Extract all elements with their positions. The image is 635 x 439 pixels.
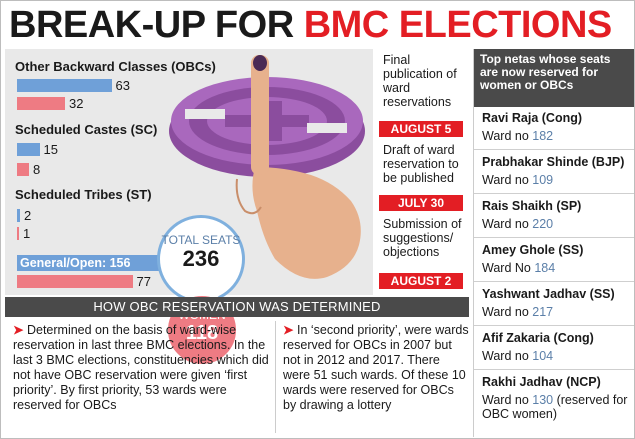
chart-panel: Other Backward Classes (OBCs) 63 32 Sche…: [5, 49, 373, 367]
value-sc-women: 8: [33, 162, 41, 177]
ward-prefix-1: Ward no: [482, 129, 533, 143]
value-sc-seats: 15: [43, 142, 58, 157]
value-obc-women: 32: [69, 96, 84, 111]
arrow-icon: ➤: [13, 323, 24, 337]
top-netas-panel: Top netas whose seats are now reserved f…: [473, 49, 634, 437]
neta-name-3: Rais Shaikh (SP): [482, 199, 582, 213]
total-seats-value: 236: [182, 246, 220, 271]
bar-obc-seats: [17, 79, 112, 92]
value-general-women: 77: [136, 274, 151, 289]
ward-number-1: 182: [532, 129, 554, 143]
neta-item-3: Rais Shaikh (SP) Ward no 220: [474, 199, 634, 231]
ward-number-5: 217: [532, 305, 554, 319]
arrow-icon: ➤: [283, 323, 294, 337]
timeline-text-3: Submission of suggestions/ objections: [383, 217, 462, 259]
neta-name-7: Rakhi Jadhav (NCP): [482, 375, 601, 389]
ward-number-3: 220: [532, 217, 554, 231]
neta-item-2: Prabhakar Shinde (BJP) Ward no 109: [474, 155, 634, 187]
timeline-date-1: AUGUST 5: [379, 121, 463, 137]
total-seats-label: TOTAL SEATS: [161, 233, 241, 247]
timeline-date-2: JULY 30: [379, 195, 463, 211]
neta-item-6: Afif Zakaria (Cong) Ward no 104: [474, 331, 634, 363]
neta-name-1: Ravi Raja (Cong): [482, 111, 583, 125]
ward-number-4: 184: [534, 261, 556, 275]
bar-st-women: [17, 227, 19, 240]
index-finger: [251, 55, 269, 175]
neta-name-2: Prabhakar Shinde (BJP): [482, 155, 625, 169]
neta-name-4: Amey Ghole (SS): [482, 243, 584, 257]
ink-mark: [253, 55, 267, 71]
neta-separator: [474, 237, 634, 238]
ward-prefix-2: Ward no: [482, 173, 533, 187]
neta-item-1: Ravi Raja (Cong) Ward no 182: [474, 111, 634, 143]
cat-label-st: Scheduled Tribes (ST): [15, 187, 152, 202]
neta-ward-3: Ward no 220: [474, 217, 634, 231]
neta-separator: [474, 369, 634, 370]
neta-separator: [474, 325, 634, 326]
neta-item-5: Yashwant Jadhav (SS) Ward no 217: [474, 287, 634, 319]
title-part-1: BREAK-UP FOR: [9, 4, 304, 46]
neta-name-5: Yashwant Jadhav (SS): [482, 287, 615, 301]
hand-illustration: [235, 55, 361, 279]
bar-st-seats: [17, 209, 20, 222]
timeline-text-2: Draft of ward reservation to be publishe…: [383, 143, 459, 185]
value-obc-seats: 63: [115, 78, 130, 93]
neta-ward-5: Ward no 217: [474, 305, 634, 319]
bar-sc-women: [17, 163, 29, 176]
cat-label-sc: Scheduled Castes (SC): [15, 122, 158, 137]
ward-prefix-5: Ward no: [482, 305, 533, 319]
ward-note-7: (reserved for OBC women): [482, 393, 628, 421]
ward-prefix-4: Ward No: [482, 261, 535, 275]
value-st-women: 1: [23, 226, 31, 241]
bar-general-women: [17, 275, 133, 288]
value-st-seats: 2: [24, 208, 32, 223]
paragraph-2: ➤ In ‘second priority’, were wards reser…: [283, 323, 469, 413]
neta-ward-2: Ward no 109: [474, 173, 634, 187]
bar-sc-seats: [17, 143, 40, 156]
ward-prefix-6: Ward no: [482, 349, 533, 363]
women-seats-value: 118: [185, 322, 219, 344]
illustration-svg: [169, 55, 365, 279]
neta-ward-6: Ward no 104: [474, 349, 634, 363]
neta-name-6: Afif Zakaria (Cong): [482, 331, 594, 345]
ward-number-6: 104: [532, 349, 554, 363]
ward-number-7: 130: [532, 393, 554, 407]
paragraph-2-text: In ‘second priority’, were wards reserve…: [283, 323, 469, 412]
top-netas-heading: Top netas whose seats are now reserved f…: [474, 49, 634, 107]
ward-prefix-7: Ward no: [482, 393, 533, 407]
hand-shape: [252, 167, 361, 279]
neta-ward-1: Ward no 182: [474, 129, 634, 143]
neta-item-7: Rakhi Jadhav (NCP) Ward no 130 (reserved…: [474, 375, 634, 421]
ward-number-2: 109: [532, 173, 554, 187]
paragraph-1: ➤ Determined on the basis of ward-wise r…: [13, 323, 269, 413]
neta-ward-4: Ward No 184: [474, 261, 634, 275]
timeline-date-3: AUGUST 2: [379, 273, 463, 289]
neta-separator: [474, 149, 634, 150]
page-title: BREAK-UP FOR BMC ELECTIONS: [9, 3, 612, 47]
column-divider: [275, 321, 276, 433]
neta-separator: [474, 281, 634, 282]
total-seats-circle: TOTAL SEATS 236: [157, 215, 245, 303]
neta-ward-7: Ward no 130 (reserved for OBC women): [474, 393, 634, 421]
obc-heading: HOW OBC RESERVATION WAS DETERMINED: [5, 297, 469, 317]
bar-general-seats: General/Open: 156: [17, 255, 167, 271]
paragraph-1-text: Determined on the basis of ward-wise res…: [13, 323, 269, 412]
bar-obc-women: [17, 97, 65, 110]
neta-separator: [474, 193, 634, 194]
timeline-text-1: Final publication of ward reservations: [383, 53, 457, 109]
cat-label-obc: Other Backward Classes (OBCs): [15, 59, 216, 74]
neta-item-4: Amey Ghole (SS) Ward No 184: [474, 243, 634, 275]
title-part-2: BMC ELECTIONS: [303, 4, 613, 46]
ward-prefix-3: Ward no: [482, 217, 533, 231]
